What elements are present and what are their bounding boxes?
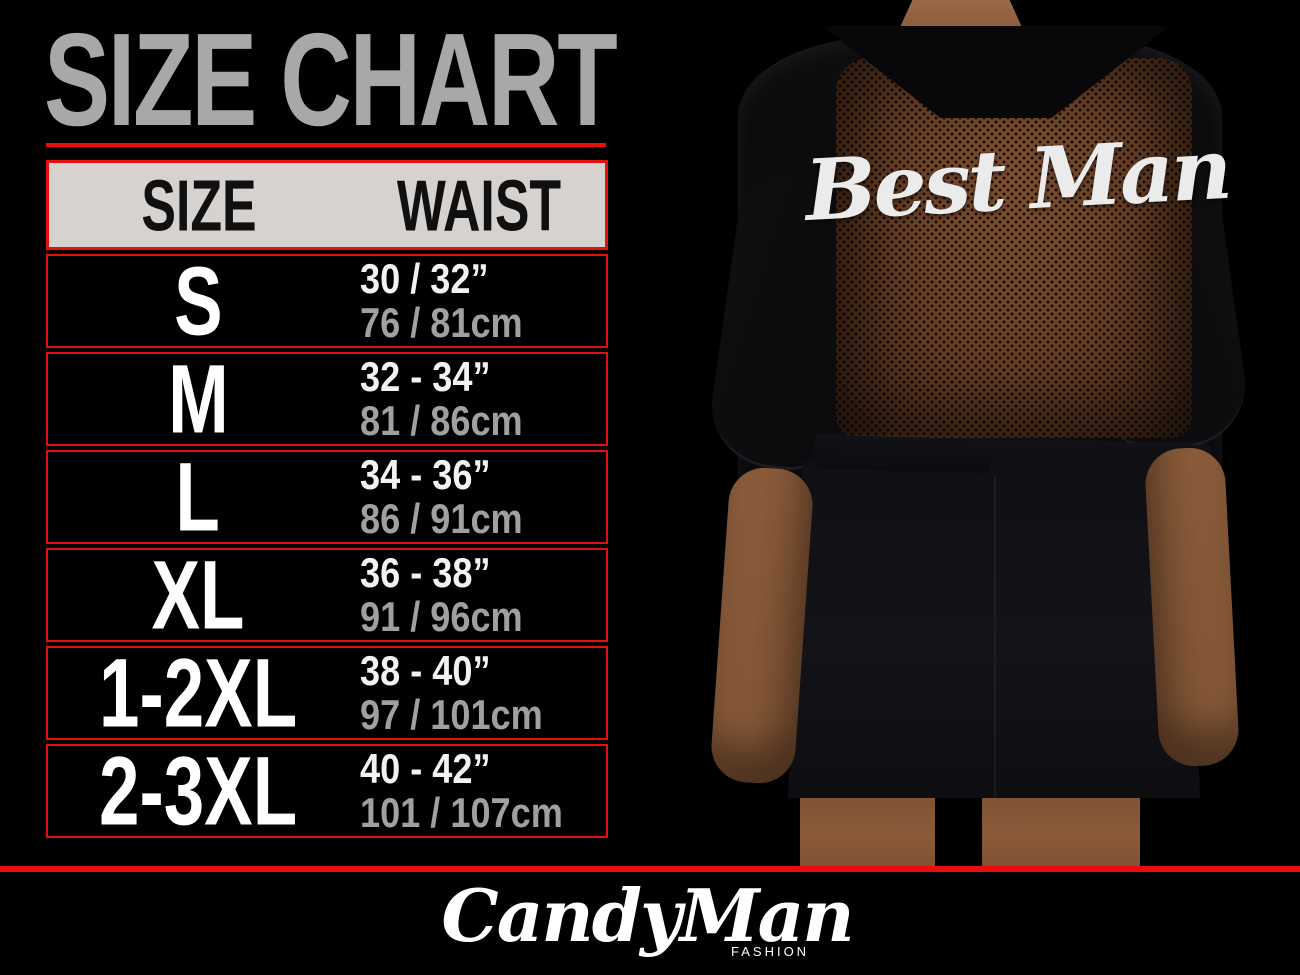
table-row: S 30 / 32” 76 / 81cm — [46, 246, 608, 356]
column-header-waist: WAIST — [396, 166, 562, 247]
waist-inches: 32 - 34” — [360, 353, 491, 400]
waist-inches: 40 - 42” — [360, 745, 491, 792]
waist-cell: 30 / 32” 76 / 81cm — [360, 257, 549, 345]
waist-inches: 38 - 40” — [360, 647, 491, 694]
size-cell: L — [175, 442, 221, 552]
waist-inches: 34 - 36” — [360, 451, 491, 498]
title-underline — [46, 143, 606, 147]
table-header-row: SIZE WAIST — [46, 160, 608, 250]
waist-cm: 81 / 86cm — [360, 397, 523, 444]
size-cell: 1-2XL — [98, 638, 298, 748]
waist-inches: 36 - 38” — [360, 549, 491, 596]
waist-cell: 36 - 38” 91 / 96cm — [360, 551, 549, 639]
waist-cm: 91 / 96cm — [360, 593, 523, 640]
brand-logo: CandyMan — [441, 873, 854, 958]
table-row: 2-3XL 40 - 42” 101 / 107cm — [46, 736, 608, 846]
size-table: SIZE WAIST S 30 / 32” 76 / 81cm M 32 - 3… — [46, 160, 608, 846]
size-cell: S — [173, 246, 223, 356]
size-cell: 2-3XL — [98, 736, 298, 846]
size-cell: XL — [151, 540, 245, 650]
waist-cm: 97 / 101cm — [360, 691, 543, 738]
size-cell: M — [167, 344, 229, 454]
waist-cm: 86 / 91cm — [360, 495, 523, 542]
column-header-size: SIZE — [141, 166, 257, 247]
model-right-arm — [1143, 446, 1241, 768]
waist-cm: 101 / 107cm — [360, 789, 563, 836]
garment-back-text: Best Man — [802, 118, 1232, 240]
page-title: SIZE CHART — [44, 6, 618, 153]
table-row: 1-2XL 38 - 40” 97 / 101cm — [46, 638, 608, 748]
table-row: XL 36 - 38” 91 / 96cm — [46, 540, 608, 650]
table-row: M 32 - 34” 81 / 86cm — [46, 344, 608, 454]
divider-line — [0, 866, 1300, 872]
waist-cm: 76 / 81cm — [360, 299, 523, 346]
robe-skirt — [788, 462, 1200, 798]
waist-cell: 40 - 42” 101 / 107cm — [360, 747, 596, 835]
product-photo: Best Man — [640, 0, 1300, 866]
waist-inches: 30 / 32” — [360, 255, 489, 302]
waist-cell: 38 - 40” 97 / 101cm — [360, 649, 573, 737]
brand-sub-label: FASHION — [731, 944, 810, 959]
table-row: L 34 - 36” 86 / 91cm — [46, 442, 608, 552]
mesh-back-panel — [836, 58, 1192, 438]
waist-cell: 34 - 36” 86 / 91cm — [360, 453, 549, 541]
waist-cell: 32 - 34” 81 / 86cm — [360, 355, 549, 443]
